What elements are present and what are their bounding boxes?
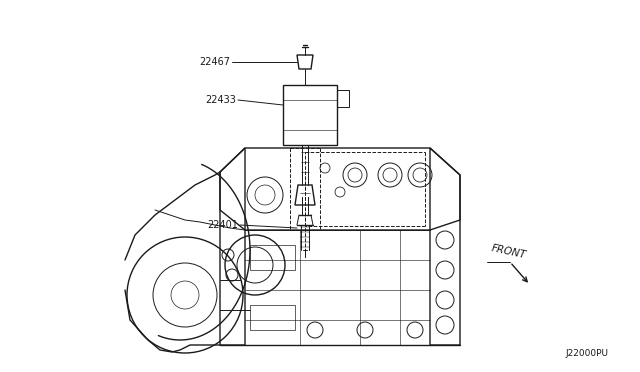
Text: J22000PU: J22000PU xyxy=(565,349,608,358)
Text: 22467: 22467 xyxy=(199,57,230,67)
Text: FRONT: FRONT xyxy=(490,243,527,260)
Text: 22401: 22401 xyxy=(207,220,238,230)
Text: 22433: 22433 xyxy=(205,95,236,105)
